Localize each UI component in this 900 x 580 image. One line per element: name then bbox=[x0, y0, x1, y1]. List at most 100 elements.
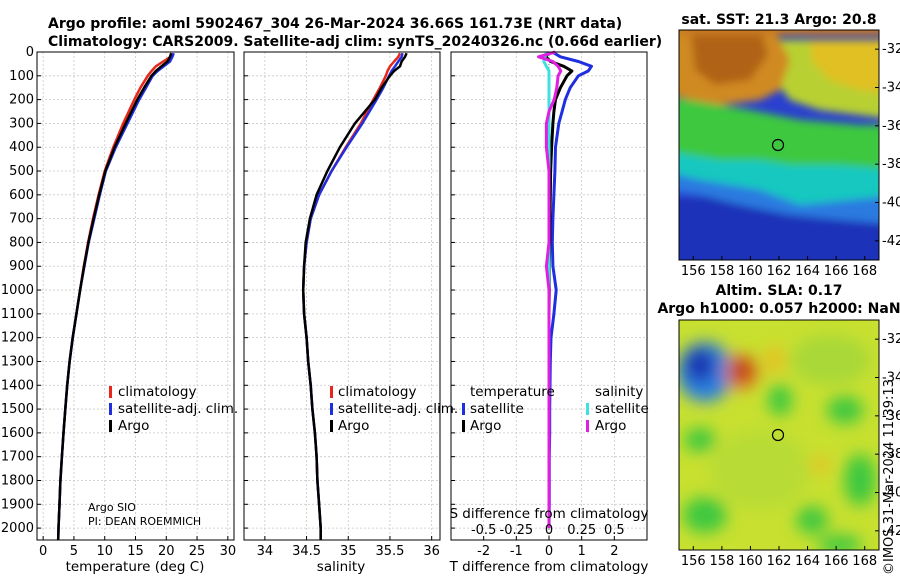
sst-map-xtick-label: 166 bbox=[824, 264, 849, 279]
difference-xtick-label: -2 bbox=[477, 544, 490, 559]
s-difference-xlabel: S difference from climatology bbox=[449, 506, 648, 522]
salinity-xtick-label: 36 bbox=[423, 544, 440, 559]
temperature-ytick-label: 700 bbox=[9, 212, 34, 227]
temperature-xlabel: temperature (deg C) bbox=[66, 559, 205, 575]
legend-header-salinity: salinity bbox=[595, 384, 643, 400]
salinity-series-argo bbox=[301, 52, 408, 540]
sst-map-ytick-label: -34 bbox=[882, 81, 900, 96]
sla-map-xtick-label: 162 bbox=[767, 554, 792, 569]
temperature-ytick-label: 200 bbox=[9, 93, 34, 108]
temperature-panel: 0100200300400500600700800900100011001200… bbox=[1, 45, 238, 575]
salinity-xtick-label: 35 bbox=[340, 544, 357, 559]
temperature-xtick-label: 20 bbox=[158, 544, 175, 559]
temperature-ytick-label: 0 bbox=[26, 45, 34, 60]
legend-swatch-temp-argo bbox=[462, 420, 465, 432]
temperature-ytick-label: 1000 bbox=[1, 283, 34, 298]
salinity-axes-frame bbox=[243, 51, 441, 541]
sla-map-xtick-label: 156 bbox=[681, 554, 706, 569]
salinity-xlabel: salinity bbox=[317, 559, 365, 575]
temperature-ytick-label: 2000 bbox=[1, 521, 34, 536]
legend-swatch-satellite bbox=[109, 403, 112, 415]
float-institution: Argo SIO bbox=[88, 501, 136, 514]
sla-map-xtick-label: 168 bbox=[852, 554, 877, 569]
temperature-ytick-label: 1800 bbox=[1, 473, 34, 488]
temperature-series-argo bbox=[56, 52, 173, 541]
difference-top-tick-label: -0.25 bbox=[500, 523, 534, 538]
temperature-ytick-label: 1500 bbox=[1, 402, 34, 417]
sst-map-ytick-label: -42 bbox=[882, 234, 900, 249]
temperature-ytick-label: 900 bbox=[9, 259, 34, 274]
temperature-ytick-label: 1600 bbox=[1, 426, 34, 441]
sst-map-xtick-label: 160 bbox=[738, 264, 763, 279]
sst-field bbox=[679, 30, 879, 260]
salinity-xtick-label: 34 bbox=[257, 544, 274, 559]
sla-map-ytick-label: -42 bbox=[882, 524, 900, 539]
difference-xtick-label: 1 bbox=[578, 544, 586, 559]
sla-map-title-line1: Altim. SLA: 0.17 bbox=[715, 283, 842, 299]
temperature-xtick-label: 30 bbox=[220, 544, 237, 559]
sla-map-ytick-label: -34 bbox=[882, 371, 900, 386]
difference-top-tick-label: 0.25 bbox=[567, 523, 596, 538]
imos-watermark: ©IMOS 31-Mar-2024 11:39:13 bbox=[882, 379, 897, 575]
temperature-ytick-label: 1300 bbox=[1, 354, 34, 369]
temperature-series-climatology bbox=[56, 52, 173, 541]
legend-swatch-climatology bbox=[109, 386, 112, 398]
legend-header-temperature: temperature bbox=[470, 384, 555, 400]
legend-label-climatology: climatology bbox=[338, 384, 416, 400]
sla-map-xtick-label: 158 bbox=[709, 554, 734, 569]
sst-map-title: sat. SST: 21.3 Argo: 20.8 bbox=[681, 12, 876, 28]
sst-map-xtick-label: 156 bbox=[681, 264, 706, 279]
sla-map-xtick-label: 160 bbox=[738, 554, 763, 569]
legend-label-sal-satellite: satellite bbox=[595, 401, 649, 417]
sla-map-ytick-label: -38 bbox=[882, 447, 900, 462]
legend-swatch-satellite bbox=[330, 403, 333, 415]
legend-swatch-sal-satellite bbox=[586, 403, 589, 415]
legend-swatch-sal-argo bbox=[586, 420, 589, 432]
temperature-ytick-label: 1200 bbox=[1, 331, 34, 346]
difference-series-salinity-argo bbox=[537, 50, 563, 529]
salinity-legend: climatology satellite-adj. clim. Argo bbox=[330, 384, 458, 434]
legend-swatch-argo bbox=[109, 420, 112, 432]
legend-label-sal-argo: Argo bbox=[595, 418, 626, 434]
legend-label-satellite: satellite-adj. clim. bbox=[118, 401, 238, 417]
legend-label-satellite: satellite-adj. clim. bbox=[338, 401, 458, 417]
temperature-xtick-label: 0 bbox=[39, 544, 47, 559]
difference-top-tick-label: -0.5 bbox=[471, 523, 496, 538]
temperature-ytick-label: 1100 bbox=[1, 307, 34, 322]
temperature-ytick-label: 400 bbox=[9, 140, 34, 155]
sst-map-panel: sat. SST: 21.3 Argo: 20.8 156 158 160 162 16… bbox=[678, 12, 900, 279]
sla-field bbox=[679, 320, 879, 550]
difference-top-tick-label: 0 bbox=[545, 523, 553, 538]
sla-argo-location-marker bbox=[771, 428, 785, 442]
legend-label-argo: Argo bbox=[338, 418, 369, 434]
salinity-panel: 34 34.5 35 35.5 36 salinity climatology sate… bbox=[243, 51, 458, 575]
temperature-ytick-label: 1700 bbox=[1, 450, 34, 465]
difference-xtick-label: 2 bbox=[610, 544, 618, 559]
sla-map-title-line2: Argo h1000: 0.057 h2000: NaN bbox=[657, 301, 900, 317]
sla-map-ytick-label: -32 bbox=[882, 332, 900, 347]
difference-top-tick-label: 0.5 bbox=[604, 523, 625, 538]
temperature-ytick-label: 100 bbox=[9, 69, 34, 84]
sst-map-ytick-label: -40 bbox=[882, 196, 900, 211]
sla-map-xtick-label: 166 bbox=[824, 554, 849, 569]
temperature-ytick-label: 300 bbox=[9, 116, 34, 131]
temperature-legend: climatology satellite-adj. clim. Argo bbox=[109, 384, 238, 434]
temperature-xtick-label: 25 bbox=[189, 544, 206, 559]
legend-swatch-climatology bbox=[330, 386, 333, 398]
temperature-ytick-label: 500 bbox=[9, 164, 34, 179]
sst-map-xtick-label: 158 bbox=[709, 264, 734, 279]
temperature-ytick-label: 1900 bbox=[1, 497, 34, 512]
temperature-xtick-label: 5 bbox=[70, 544, 78, 559]
figure-title-line2: Climatology: CARS2009. Satellite-adj cli… bbox=[48, 34, 662, 50]
difference-panel: -2 -1 0 1 2 -0.5 -0.25 0 0.25 0.5 S difference fr… bbox=[449, 50, 649, 575]
legend-label-climatology: climatology bbox=[118, 384, 196, 400]
sst-map-xtick-label: 168 bbox=[852, 264, 877, 279]
temperature-ytick-label: 600 bbox=[9, 188, 34, 203]
float-pi: PI: DEAN ROEMMICH bbox=[88, 515, 201, 528]
figure-title-line1: Argo profile: aoml 5902467_304 26-Mar-20… bbox=[48, 16, 622, 32]
sla-map-ytick-label: -36 bbox=[882, 409, 900, 424]
sst-map-ytick-label: -36 bbox=[882, 119, 900, 134]
sla-map-panel: Altim. SLA: 0.17 Argo h1000: 0.057 h2000… bbox=[657, 283, 900, 569]
temperature-series-satellite-adj-clim- bbox=[56, 52, 175, 541]
